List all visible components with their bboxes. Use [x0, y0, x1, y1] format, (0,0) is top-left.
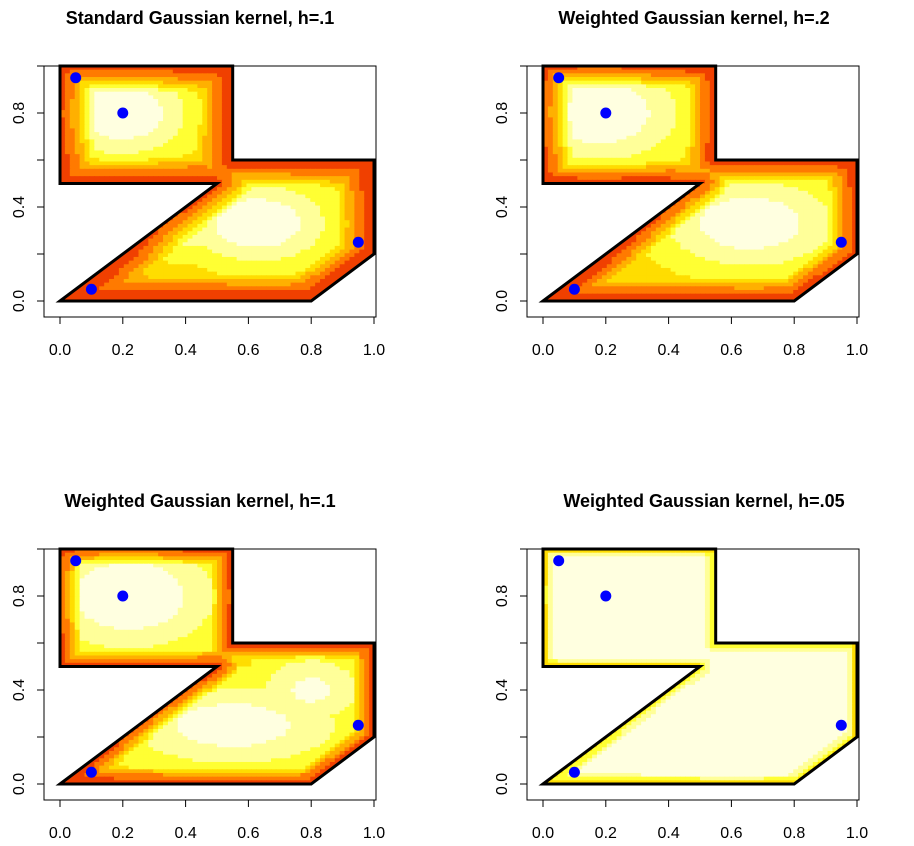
- y-tick-label: 0.0: [494, 773, 511, 795]
- data-point: [85, 766, 97, 778]
- x-tick-label: 0.2: [595, 825, 617, 842]
- x-tick-label: 1.0: [363, 342, 385, 359]
- data-point: [352, 719, 364, 731]
- x-tick-label: 0.4: [174, 825, 196, 842]
- panel-2: Weighted Gaussian kernel, h=.2 0.0 0.2 0.4 0…: [494, 8, 868, 359]
- data-point: [568, 766, 580, 778]
- panel-1: Standard Gaussian kernel, h=.1 0.0 0.2 0.4 0…: [11, 8, 385, 359]
- data-point: [553, 555, 565, 567]
- x-tick-label: 0.8: [783, 825, 805, 842]
- region-boundary: [538, 547, 859, 786]
- data-point: [117, 590, 129, 602]
- data-point: [835, 236, 847, 248]
- region-boundary: [538, 64, 859, 303]
- x-tick-label: 0.2: [112, 825, 134, 842]
- data-point: [568, 283, 580, 295]
- y-tick-label: 0.4: [494, 679, 511, 701]
- x-tick-label: 0.8: [783, 342, 805, 359]
- panel-4: Weighted Gaussian kernel, h=.05 0.0 0.2 0.4…: [494, 491, 868, 842]
- x-tick-label: 1.0: [363, 825, 385, 842]
- y-tick-label: 0.0: [494, 290, 511, 312]
- x-tick-label: 0.6: [237, 342, 259, 359]
- panel-title: Weighted Gaussian kernel, h=.05: [563, 491, 844, 511]
- panel-title: Weighted Gaussian kernel, h=.1: [64, 491, 335, 511]
- y-tick-label: 0.8: [11, 585, 28, 607]
- panel-title: Weighted Gaussian kernel, h=.2: [558, 8, 829, 28]
- x-tick-label: 0.2: [595, 342, 617, 359]
- y-tick-label: 0.8: [494, 102, 511, 124]
- y-tick-label: 0.8: [11, 102, 28, 124]
- x-tick-label: 0.4: [657, 825, 679, 842]
- data-point: [85, 283, 97, 295]
- y-tick-label: 0.4: [494, 196, 511, 218]
- x-tick-label: 0.8: [300, 342, 322, 359]
- panel-3: Weighted Gaussian kernel, h=.1 0.0 0.2 0.4 0…: [11, 491, 385, 842]
- y-tick-label: 0.0: [11, 290, 28, 312]
- data-point: [600, 590, 612, 602]
- data-point: [553, 72, 565, 84]
- x-tick-label: 1.0: [846, 825, 868, 842]
- x-tick-label: 0.6: [720, 342, 742, 359]
- y-tick-label: 0.4: [11, 679, 28, 701]
- data-point: [70, 72, 82, 84]
- x-tick-label: 0.0: [532, 825, 554, 842]
- data-point: [117, 107, 129, 119]
- region-boundary: [55, 64, 376, 303]
- x-tick-label: 0.4: [657, 342, 679, 359]
- x-tick-label: 0.0: [49, 825, 71, 842]
- data-point: [835, 719, 847, 731]
- y-tick-label: 0.8: [494, 585, 511, 607]
- region-boundary: [55, 547, 376, 786]
- y-tick-label: 0.0: [11, 773, 28, 795]
- x-tick-label: 0.6: [720, 825, 742, 842]
- x-tick-label: 0.0: [49, 342, 71, 359]
- panel-title: Standard Gaussian kernel, h=.1: [66, 8, 335, 28]
- x-tick-label: 1.0: [846, 342, 868, 359]
- x-tick-label: 0.8: [300, 825, 322, 842]
- x-tick-label: 0.0: [532, 342, 554, 359]
- x-tick-label: 0.6: [237, 825, 259, 842]
- data-point: [600, 107, 612, 119]
- x-tick-label: 0.4: [174, 342, 196, 359]
- data-point: [352, 236, 364, 248]
- data-point: [70, 555, 82, 567]
- x-tick-label: 0.2: [112, 342, 134, 359]
- y-tick-label: 0.4: [11, 196, 28, 218]
